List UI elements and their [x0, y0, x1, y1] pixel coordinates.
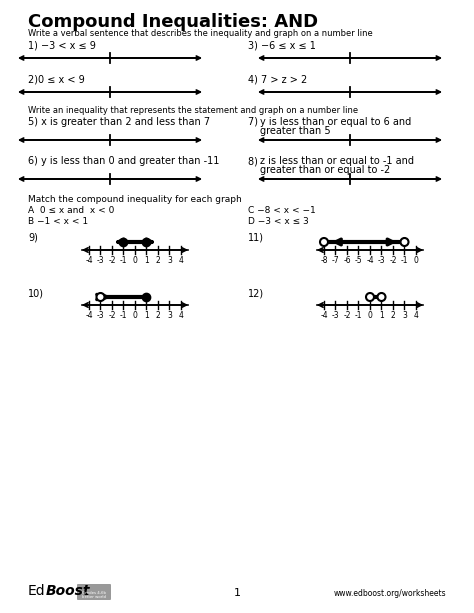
Text: 5) x is greater than 2 and less than 7: 5) x is greater than 2 and less than 7 [28, 117, 210, 127]
Text: -3: -3 [378, 256, 385, 265]
Text: 2: 2 [391, 311, 395, 320]
Text: -1: -1 [120, 256, 127, 265]
Text: 6) y is less than 0 and greater than -11: 6) y is less than 0 and greater than -11 [28, 156, 219, 166]
Text: Boost: Boost [46, 584, 91, 598]
Text: -2: -2 [389, 256, 397, 265]
Text: Write a verbal sentence that describes the inequality and graph on a number line: Write a verbal sentence that describes t… [28, 29, 373, 38]
Text: 12): 12) [248, 288, 264, 298]
Text: 1) −3 < x ≤ 9: 1) −3 < x ≤ 9 [28, 40, 96, 50]
Text: 2: 2 [155, 311, 160, 320]
Text: www.edboost.org/worksheets: www.edboost.org/worksheets [333, 589, 446, 598]
Text: Grades 4-6b: Grades 4-6b [82, 590, 106, 595]
Circle shape [366, 293, 374, 301]
Text: 8): 8) [248, 156, 261, 166]
Text: 0: 0 [133, 311, 137, 320]
Text: -4: -4 [320, 311, 328, 320]
FancyBboxPatch shape [77, 584, 111, 600]
Text: 3: 3 [167, 256, 172, 265]
Circle shape [97, 293, 104, 301]
Text: 11): 11) [248, 233, 264, 243]
Circle shape [320, 238, 328, 246]
Text: better world: better world [82, 595, 106, 599]
Text: greater than 5: greater than 5 [260, 126, 331, 136]
Circle shape [377, 293, 385, 301]
Text: -1: -1 [355, 311, 362, 320]
Text: -6: -6 [343, 256, 351, 265]
Text: 3: 3 [167, 311, 172, 320]
Text: -4: -4 [366, 256, 374, 265]
Text: -2: -2 [108, 311, 116, 320]
Text: -1: -1 [120, 311, 127, 320]
Text: 3: 3 [402, 311, 407, 320]
Text: D −3 < x ≤ 3: D −3 < x ≤ 3 [248, 217, 309, 226]
Text: 1: 1 [144, 311, 149, 320]
Text: Ed: Ed [28, 584, 46, 598]
Text: -3: -3 [97, 256, 104, 265]
Text: 4) 7 > z > 2: 4) 7 > z > 2 [248, 75, 307, 85]
Circle shape [401, 238, 409, 246]
Text: -3: -3 [332, 311, 339, 320]
Text: Write an inequality that represents the statement and graph on a number line: Write an inequality that represents the … [28, 106, 358, 115]
Text: 10): 10) [28, 288, 44, 298]
Text: y is less than or equal to 6 and: y is less than or equal to 6 and [260, 117, 411, 127]
Text: Match the compound inequality for each graph: Match the compound inequality for each g… [28, 195, 242, 204]
Text: 9): 9) [28, 233, 38, 243]
Text: 4: 4 [413, 311, 419, 320]
Text: -5: -5 [355, 256, 362, 265]
Text: 2: 2 [155, 256, 160, 265]
Text: 1: 1 [144, 256, 149, 265]
Text: 0: 0 [413, 256, 419, 265]
Text: 2)0 ≤ x < 9: 2)0 ≤ x < 9 [28, 75, 85, 85]
Text: 4: 4 [179, 311, 183, 320]
Text: -4: -4 [85, 256, 93, 265]
Text: C −8 < x < −1: C −8 < x < −1 [248, 206, 316, 215]
Text: -2: -2 [343, 311, 351, 320]
Text: 0: 0 [367, 311, 373, 320]
Text: 0: 0 [133, 256, 137, 265]
Text: 3) −6 ≤ x ≤ 1: 3) −6 ≤ x ≤ 1 [248, 40, 316, 50]
Text: -8: -8 [320, 256, 328, 265]
Text: z is less than or equal to -1 and: z is less than or equal to -1 and [260, 156, 414, 166]
Text: -1: -1 [401, 256, 408, 265]
Text: B −1 < x < 1: B −1 < x < 1 [28, 217, 88, 226]
Text: -4: -4 [85, 311, 93, 320]
Text: 1: 1 [234, 588, 240, 598]
Text: -3: -3 [97, 311, 104, 320]
Text: 1: 1 [379, 311, 384, 320]
Text: Compound Inequalities: AND: Compound Inequalities: AND [28, 13, 318, 31]
Text: A  0 ≤ x and  x < 0: A 0 ≤ x and x < 0 [28, 206, 114, 215]
Text: greater than or equal to -2: greater than or equal to -2 [260, 165, 390, 175]
Text: -7: -7 [332, 256, 339, 265]
Text: -2: -2 [108, 256, 116, 265]
Text: 4: 4 [179, 256, 183, 265]
Text: 7): 7) [248, 117, 261, 127]
